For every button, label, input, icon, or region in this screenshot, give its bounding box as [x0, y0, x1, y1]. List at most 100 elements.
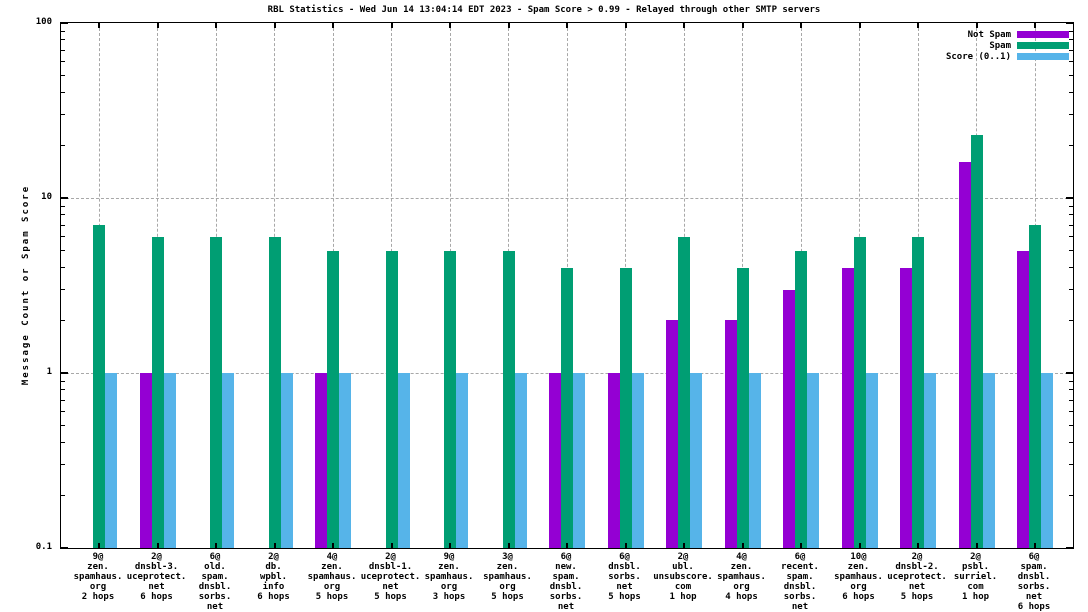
y-axis-label: Message Count or Spam Score	[21, 184, 31, 386]
x-tick-label: 4@ zen. spamhaus. org 4 hops	[717, 552, 766, 602]
bar-score-0-1	[339, 373, 351, 548]
bar-not-spam	[1017, 250, 1029, 548]
x-tick	[975, 23, 978, 28]
y-major-tick	[61, 22, 68, 24]
x-tick	[507, 543, 510, 548]
x-tick	[800, 23, 802, 28]
y-major-tick	[1066, 22, 1073, 24]
legend-swatch	[1017, 53, 1069, 60]
legend-swatch	[1017, 42, 1069, 49]
y-minor-tick	[1069, 442, 1073, 444]
y-minor-tick	[1069, 92, 1073, 94]
bar-spam	[93, 225, 105, 548]
x-tick-label: 9@ zen. spamhaus. org 2 hops	[73, 552, 123, 602]
bar-not-spam	[315, 373, 327, 548]
x-tick-label: 2@ dnsbl-2. uceprotect. net 5 hops	[887, 552, 947, 602]
y-minor-tick	[61, 144, 65, 146]
x-tick	[683, 543, 685, 548]
x-tick	[156, 543, 159, 548]
y-minor-tick	[1069, 224, 1073, 226]
y-minor-tick	[61, 75, 65, 77]
y-minor-tick	[1069, 114, 1073, 115]
x-tick	[566, 543, 568, 548]
x-tick-label: 9@ zen. spamhaus. org 3 hops	[424, 552, 474, 602]
x-tick	[449, 543, 451, 548]
y-minor-tick	[61, 389, 65, 391]
bar-not-spam	[841, 267, 854, 548]
x-tick	[800, 543, 802, 548]
bar-score-0-1	[1041, 373, 1053, 548]
x-tick	[390, 543, 393, 548]
bar-score-0-1	[865, 373, 878, 548]
x-tick-label: 3@ zen. spamhaus. org 5 hops	[483, 552, 532, 602]
x-tick-label: 2@ dnsbl-3. uceprotect. net 6 hops	[126, 552, 187, 602]
y-major-tick	[61, 197, 68, 199]
y-tick-label: 1	[46, 367, 52, 377]
bar-spam	[970, 134, 983, 548]
bar-score-0-1	[924, 373, 936, 548]
bar-score-0-1	[105, 373, 117, 548]
y-minor-tick	[1069, 30, 1073, 32]
x-tick	[156, 23, 159, 28]
y-minor-tick	[1069, 389, 1073, 391]
bar-score-0-1	[222, 373, 234, 548]
y-major-tick	[1066, 547, 1073, 549]
legend-row: Not Spam	[946, 29, 1069, 40]
y-minor-tick	[1069, 49, 1073, 51]
bar-spam	[619, 267, 632, 548]
bar-spam	[210, 236, 222, 548]
y-minor-tick	[61, 214, 65, 216]
legend: Not Spam Spam Score (0..1)	[946, 29, 1069, 62]
y-major-tick	[1066, 197, 1073, 199]
y-minor-tick	[61, 289, 65, 290]
y-minor-tick	[1069, 464, 1073, 465]
x-tick-label: 6@ dnsbl. sorbs. net 5 hops	[608, 552, 641, 602]
y-minor-tick	[61, 442, 65, 444]
legend-label: Not Spam	[967, 29, 1011, 40]
bar-not-spam	[549, 373, 561, 548]
y-minor-tick	[61, 494, 65, 496]
bar-spam	[912, 236, 924, 548]
bar-not-spam	[139, 373, 152, 548]
x-tick	[917, 23, 919, 28]
bar-score-0-1	[163, 373, 176, 548]
bar-not-spam	[666, 320, 678, 548]
bar-score-0-1	[982, 373, 995, 548]
x-tick	[917, 543, 919, 548]
horizontal-gridline	[61, 198, 1073, 199]
y-minor-tick	[61, 399, 65, 401]
x-tick	[507, 23, 510, 28]
bar-spam	[444, 250, 456, 548]
chart-title: RBL Statistics - Wed Jun 14 13:04:14 EDT…	[267, 5, 821, 15]
x-tick	[273, 23, 276, 28]
bar-spam	[561, 267, 573, 548]
legend-row: Score (0..1)	[946, 51, 1069, 62]
y-minor-tick	[61, 39, 65, 41]
y-minor-tick	[61, 205, 65, 207]
bar-spam	[502, 250, 515, 548]
x-tick	[741, 543, 744, 548]
x-tick	[624, 543, 627, 548]
bar-score-0-1	[748, 373, 761, 548]
y-minor-tick	[1069, 411, 1073, 413]
bar-not-spam	[724, 320, 737, 548]
x-tick-label: 2@ db. wpbl. info 6 hops	[257, 552, 290, 602]
bar-score-0-1	[514, 373, 527, 548]
bar-score-0-1	[631, 373, 644, 548]
x-tick	[273, 543, 276, 548]
x-tick	[98, 543, 100, 548]
x-tick	[1034, 23, 1036, 28]
y-minor-tick	[61, 425, 65, 427]
y-minor-tick	[1069, 380, 1073, 382]
y-minor-tick	[61, 49, 65, 51]
bar-spam	[853, 236, 866, 548]
y-major-tick	[61, 372, 68, 374]
y-major-tick	[61, 547, 68, 549]
bar-not-spam	[607, 373, 620, 548]
bar-not-spam	[900, 267, 912, 548]
bar-spam	[151, 236, 164, 548]
y-minor-tick	[1069, 289, 1073, 290]
legend-label: Spam	[989, 40, 1011, 51]
y-major-tick	[1066, 372, 1073, 374]
